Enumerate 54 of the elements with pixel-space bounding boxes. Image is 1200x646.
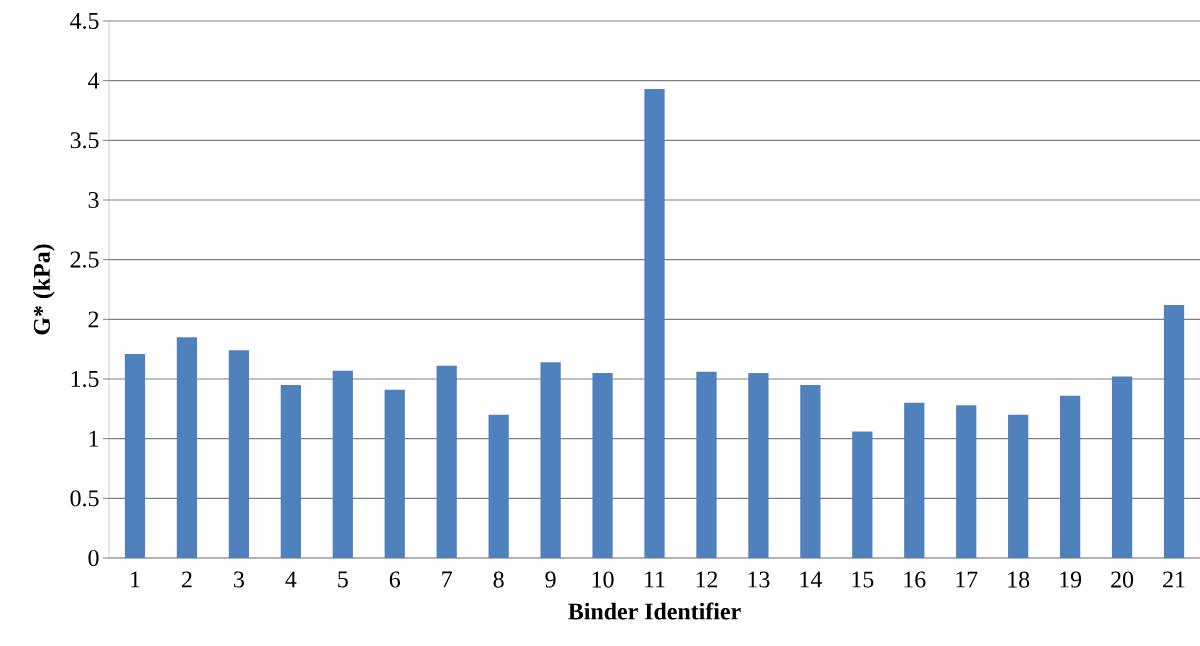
bar (384, 389, 405, 558)
x-tick-label: 10 (592, 571, 614, 588)
bar (280, 384, 301, 558)
y-tick-label: 2 (88, 311, 99, 328)
x-tick-label: 17 (956, 571, 978, 588)
y-tick-label: 1 (89, 430, 99, 447)
bar (800, 384, 821, 558)
bar (644, 89, 665, 558)
y-tick-label: 3.5 (70, 132, 99, 149)
bar (488, 414, 509, 558)
y-tick-label: 1.5 (71, 370, 99, 388)
bar (332, 370, 353, 558)
x-tick-label: 14 (800, 571, 822, 588)
bar (124, 353, 146, 558)
bar (592, 373, 613, 558)
x-tick-label: 20 (1111, 571, 1134, 588)
x-tick-label: 16 (904, 571, 926, 588)
x-tick-label: 2 (182, 571, 192, 588)
y-tick-label: 4 (88, 72, 100, 89)
x-tick-label: 6 (389, 571, 400, 588)
bar (228, 350, 250, 558)
bar (1008, 414, 1029, 558)
x-tick-label: 12 (696, 571, 718, 588)
bar (540, 362, 561, 558)
x-tick-label: 5 (338, 571, 348, 588)
bar (176, 337, 198, 558)
x-axis-title: Binder Identifier (568, 602, 741, 620)
x-tick-label: 15 (852, 571, 874, 588)
bar (748, 373, 769, 558)
x-tick-label: 1 (131, 571, 140, 588)
x-tick-label: 3 (234, 571, 244, 588)
bar (1163, 305, 1185, 558)
x-tick-label: 19 (1060, 571, 1082, 588)
y-tick-label: 0 (88, 549, 99, 567)
bar (436, 365, 457, 558)
x-tick-label: 18 (1008, 571, 1030, 588)
x-tick-label: 7 (442, 571, 452, 588)
x-tick-label: 11 (645, 571, 665, 588)
x-tick-label: 13 (748, 571, 770, 588)
y-axis-title: G* (kPa) (33, 244, 55, 335)
bar (956, 405, 977, 558)
bar (852, 431, 873, 558)
x-tick-label: 9 (545, 571, 556, 588)
x-tick-label: 8 (493, 571, 504, 588)
bar (1111, 376, 1133, 558)
x-tick-label: 4 (285, 571, 297, 588)
y-tick-label: 3 (88, 191, 99, 209)
y-tick-label: 4.5 (70, 12, 99, 30)
bar (1060, 395, 1081, 558)
y-tick-label: 0.5 (70, 490, 99, 507)
bar (696, 371, 717, 558)
bar (904, 402, 925, 558)
x-tick-label: 21 (1163, 571, 1185, 588)
y-tick-label: 2.5 (70, 251, 99, 268)
